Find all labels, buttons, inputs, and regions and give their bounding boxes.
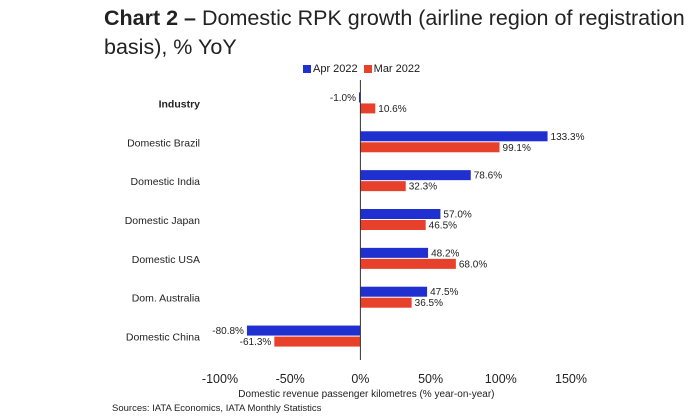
category-label: Dom. Australia: [132, 293, 200, 305]
legend-label-mar: Mar 2022: [373, 63, 421, 75]
chart-title-bold: Chart 2 –: [104, 6, 197, 30]
bar-apr: [360, 286, 428, 297]
x-tick-label: 0%: [351, 372, 369, 386]
bar-mar: [360, 142, 500, 153]
data-label: 48.2%: [431, 248, 459, 259]
category-label: Domestic China: [126, 332, 200, 344]
data-label: 32.3%: [409, 182, 437, 193]
data-label: 36.5%: [415, 298, 443, 309]
bar-mar: [360, 103, 376, 114]
data-label: -1.0%: [330, 93, 356, 104]
category-label: Domestic India: [131, 176, 201, 188]
x-tick-label: -100%: [202, 372, 238, 386]
data-label: 57.0%: [443, 210, 471, 221]
bar-mar: [360, 181, 406, 192]
data-label: 78.6%: [474, 171, 502, 182]
bar-mar: [274, 336, 361, 347]
legend-swatch-apr: [303, 65, 311, 73]
category-label: Industry: [159, 98, 201, 110]
data-label: 99.1%: [503, 143, 531, 154]
legend-swatch-mar: [363, 65, 372, 73]
chart-legend: Apr 2022 Mar 2022: [303, 63, 420, 75]
data-label: 10.6%: [378, 104, 406, 115]
bar-apr: [360, 170, 471, 181]
x-tick-label: -50%: [276, 372, 305, 386]
chart-title-text: Domestic RPK growth (airline region of r…: [104, 6, 685, 59]
data-label: 133.3%: [551, 132, 585, 143]
bar-mar: [360, 220, 426, 230]
category-label: Domestic USA: [132, 254, 200, 266]
bar-apr: [358, 92, 361, 103]
legend-label-apr: Apr 2022: [313, 63, 358, 75]
bar-apr: [360, 209, 441, 219]
bar-apr: [246, 325, 361, 336]
data-label: 68.0%: [459, 259, 487, 270]
data-label: 46.5%: [429, 221, 457, 232]
legend-item-apr: Apr 2022: [303, 63, 358, 75]
chart-title: Chart 2 – Domestic RPK growth (airline r…: [104, 4, 694, 62]
bar-apr: [360, 131, 548, 142]
x-tick-label: 50%: [418, 372, 443, 386]
source-note: Sources: IATA Economics, IATA Monthly St…: [112, 403, 322, 414]
data-label: 47.5%: [430, 287, 458, 298]
bar-mar: [360, 297, 412, 308]
bar-mar: [360, 258, 456, 269]
legend-item-mar: Mar 2022: [363, 63, 421, 75]
data-label: -80.8%: [212, 326, 244, 337]
x-tick-label: 150%: [555, 372, 587, 386]
category-label: Domestic Japan: [125, 215, 200, 227]
bar-apr: [360, 247, 429, 258]
category-label: Domestic Brazil: [127, 137, 200, 149]
data-label: -61.3%: [240, 337, 272, 348]
x-axis-label: Domestic revenue passenger kilometres (%…: [238, 389, 494, 400]
x-tick-label: 100%: [485, 372, 517, 386]
